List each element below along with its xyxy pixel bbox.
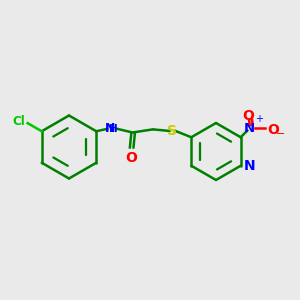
Text: H: H	[109, 124, 118, 134]
Text: O: O	[242, 109, 254, 123]
Text: S: S	[167, 124, 177, 138]
Text: N: N	[244, 159, 255, 173]
Text: O: O	[268, 123, 280, 137]
Text: −: −	[276, 129, 286, 139]
Text: N: N	[244, 122, 255, 135]
Text: +: +	[255, 114, 263, 124]
Text: Cl: Cl	[13, 115, 25, 128]
Text: N: N	[105, 122, 116, 135]
Text: O: O	[126, 151, 138, 165]
